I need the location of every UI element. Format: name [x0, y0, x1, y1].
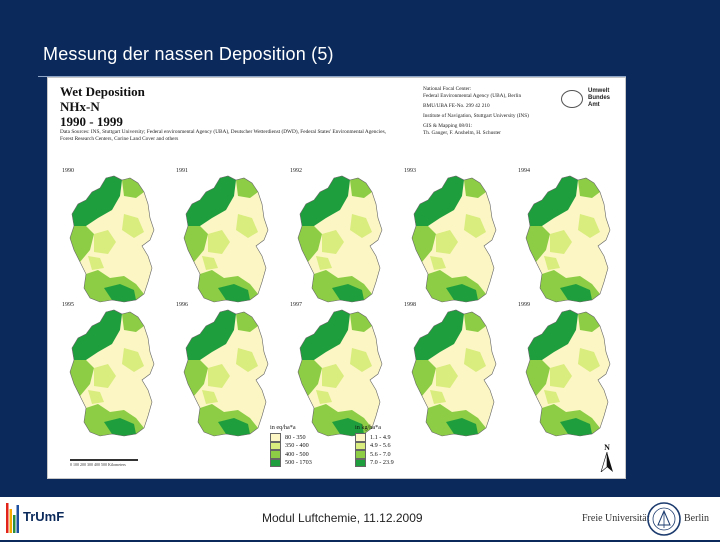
legend-eq-item: 500 - 1703 [270, 458, 312, 467]
fu-berlin-logo: Freie Universität Berlin [582, 501, 716, 537]
map-year-label: 1998 [404, 302, 416, 308]
map-year-label: 1996 [176, 302, 188, 308]
legend-swatch [355, 433, 366, 442]
uba-logo: Umwelt Bundes Amt [561, 88, 619, 112]
deposition-map-1992: 1992 [290, 168, 400, 306]
map-year-label: 1994 [518, 168, 530, 174]
germany-map-icon [69, 309, 155, 437]
map-year-label: 1997 [290, 302, 302, 308]
fu-logo-text-city: Berlin [684, 513, 709, 524]
north-label: N [604, 443, 610, 452]
map-year-label: 1995 [62, 302, 74, 308]
deposition-map-1991: 1991 [176, 168, 286, 306]
germany-map-icon [297, 175, 383, 303]
legend-label: 1.1 - 4.9 [370, 433, 391, 441]
scale-bar: 0 100 200 300 400 500 Kilometers [70, 459, 170, 469]
legend-swatch [355, 441, 366, 450]
deposition-map-1990: 1990 [62, 168, 172, 306]
deposition-map-1994: 1994 [518, 168, 628, 306]
uba-logo-line: Amt [588, 102, 600, 108]
north-arrow-icon [600, 451, 613, 473]
deposition-map-1995: 1995 [62, 302, 172, 440]
map-year-label: 1991 [176, 168, 188, 174]
legend-eq-item: 350 - 400 [270, 441, 312, 450]
figure-credits: National Focal Center: Federal Environme… [423, 86, 568, 137]
deposition-map-1998: 1998 [404, 302, 514, 440]
legend-label: 350 - 400 [285, 442, 309, 450]
slide-title: Messung der nassen Deposition (5) [43, 44, 334, 64]
uba-logo-line: Umwelt [588, 88, 610, 94]
credit-line: BMU/UBA FE-No. 299 42 210 [423, 103, 490, 109]
germany-map-icon [69, 175, 155, 303]
legend-swatch [270, 433, 281, 442]
deposition-map-1999: 1999 [518, 302, 628, 440]
deposition-map-1993: 1993 [404, 168, 514, 306]
legend-swatch [355, 458, 366, 467]
germany-map-icon [183, 309, 269, 437]
deposition-figure: Wet Deposition NHx-N 1990 - 1999 Data So… [47, 77, 626, 479]
legend-kg-item: 4.9 - 5.6 [355, 441, 394, 450]
legend-eq-item: 80 - 350 [270, 433, 312, 442]
germany-map-icon [183, 175, 269, 303]
germany-map-icon [525, 309, 611, 437]
map-year-label: 1999 [518, 302, 530, 308]
trumf-logo-icon [6, 503, 19, 533]
north-arrow: N [599, 443, 615, 473]
credit-line: GIS & Mapping 08/01: [423, 123, 473, 129]
germany-map-icon [525, 175, 611, 303]
figure-title-line: Wet Deposition [60, 84, 145, 99]
figure-title-line: 1990 - 1999 [60, 114, 123, 129]
figure-title: Wet Deposition NHx-N 1990 - 1999 [60, 84, 145, 129]
scale-bar-label: 0 100 200 300 400 500 Kilometers [70, 462, 126, 467]
legend-kg: in kg/ha*a 1.1 - 4.9 4.9 - 5.6 5.6 - 7.0… [355, 424, 394, 467]
footer-text: Modul Luftchemie, 11.12.2009 [262, 511, 423, 525]
legend-kg-item: 5.6 - 7.0 [355, 450, 394, 459]
legend-label: 80 - 350 [285, 433, 306, 441]
scale-bar-line [70, 459, 138, 461]
credit-line: Federal Environmental Agency (UBA), Berl… [423, 93, 522, 99]
map-year-label: 1990 [62, 168, 74, 174]
uba-logo-mark-icon [561, 90, 583, 108]
germany-map-icon [411, 309, 497, 437]
legend-eq-item: 400 - 500 [270, 450, 312, 459]
title-divider [38, 76, 626, 77]
legend-label: 500 - 1703 [285, 459, 312, 467]
deposition-map-1997: 1997 [290, 302, 400, 440]
legend-label: 400 - 500 [285, 450, 309, 458]
legend-kg-item: 1.1 - 4.9 [355, 433, 394, 442]
credit-line: Institute of Navigation, Stuttgart Unive… [423, 113, 529, 119]
legend-eq: in eq/ha*a 80 - 350 350 - 400 400 - 500 … [270, 424, 312, 467]
legend-kg-item: 7.0 - 23.9 [355, 458, 394, 467]
footer-bar [0, 497, 720, 540]
figure-data-sources: Data Sources: INS, Stuttgart University;… [60, 129, 386, 142]
legend-label: 4.9 - 5.6 [370, 442, 391, 450]
legend-swatch [270, 450, 281, 459]
legend-swatch [355, 450, 366, 459]
legend-eq-heading: in eq/ha*a [270, 424, 296, 431]
uba-logo-text: Umwelt Bundes Amt [588, 88, 610, 109]
map-year-label: 1993 [404, 168, 416, 174]
legend-label: 7.0 - 23.9 [370, 459, 394, 467]
fu-seal-icon [647, 502, 681, 536]
figure-title-line: NHx-N [60, 99, 100, 114]
legend-swatch [270, 458, 281, 467]
legend-swatch [270, 441, 281, 450]
legend-label: 5.6 - 7.0 [370, 450, 391, 458]
fu-logo-text: Freie Universität [582, 513, 650, 524]
germany-map-icon [297, 309, 383, 437]
credit-line: Th. Gauger, F. Anshelm, H. Schuster [423, 130, 501, 136]
trumf-logo: TrUmF [4, 499, 78, 537]
deposition-map-1996: 1996 [176, 302, 286, 440]
uba-logo-line: Bundes [588, 95, 611, 101]
germany-map-icon [411, 175, 497, 303]
trumf-logo-text: TrUmF [23, 509, 65, 524]
legend-kg-heading: in kg/ha*a [355, 424, 381, 431]
map-year-label: 1992 [290, 168, 302, 174]
credit-line: National Focal Center: [423, 86, 472, 92]
